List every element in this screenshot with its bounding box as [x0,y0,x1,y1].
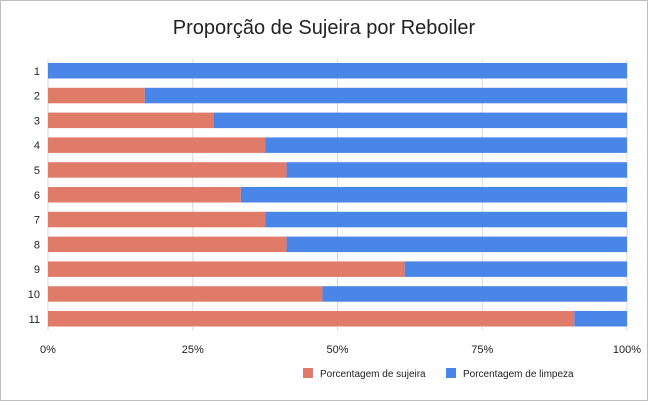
bar-sujeira-8 [48,236,287,253]
bar-limpeza-11 [574,311,627,327]
bar-sujeira-4 [48,137,266,153]
bar-limpeza-2 [144,87,627,104]
y-tick-label: 11 [29,314,40,326]
bar-limpeza-3 [213,112,627,129]
legend-label: Porcentagem de sujeira [320,369,426,380]
y-tick-label: 3 [34,115,40,127]
y-tick-label: 9 [34,264,40,276]
bar-sujeira-5 [48,162,287,178]
x-tick-label: 0% [40,344,56,356]
bar-limpeza-4 [265,137,627,153]
y-tick-label: 2 [34,91,40,103]
bar-limpeza-6 [240,187,627,203]
y-tick-label: 6 [34,190,40,202]
bar-sujeira-11 [48,311,575,327]
bar-limpeza-10 [322,286,627,302]
bar-sujeira-2 [48,87,145,104]
bar-sujeira-3 [48,112,214,129]
legend-swatch [446,368,456,378]
x-tick-label: 25% [182,344,204,356]
legend-swatch [303,368,313,378]
y-tick-label: 1 [34,66,40,78]
bar-limpeza-1 [48,63,627,79]
x-tick-label: 75% [471,344,493,356]
bar-sujeira-9 [48,261,405,277]
bar-limpeza-8 [286,236,627,253]
y-tick-label: 7 [34,215,40,227]
bar-limpeza-5 [286,162,627,178]
y-tick-label: 8 [34,239,40,251]
bar-limpeza-7 [265,211,627,228]
x-tick-label: 100% [613,344,641,356]
y-tick-label: 10 [28,289,40,301]
y-tick-label: 4 [34,140,40,152]
bar-sujeira-6 [48,187,241,203]
bar-limpeza-9 [404,261,627,277]
legend-label: Porcentagem de limpeza [463,369,574,380]
bar-sujeira-7 [48,211,266,228]
chart-title: Proporção de Sujeira por Reboiler [172,17,476,39]
x-tick-label: 50% [326,344,348,356]
bar-sujeira-10 [48,286,323,302]
y-tick-label: 5 [34,165,40,177]
